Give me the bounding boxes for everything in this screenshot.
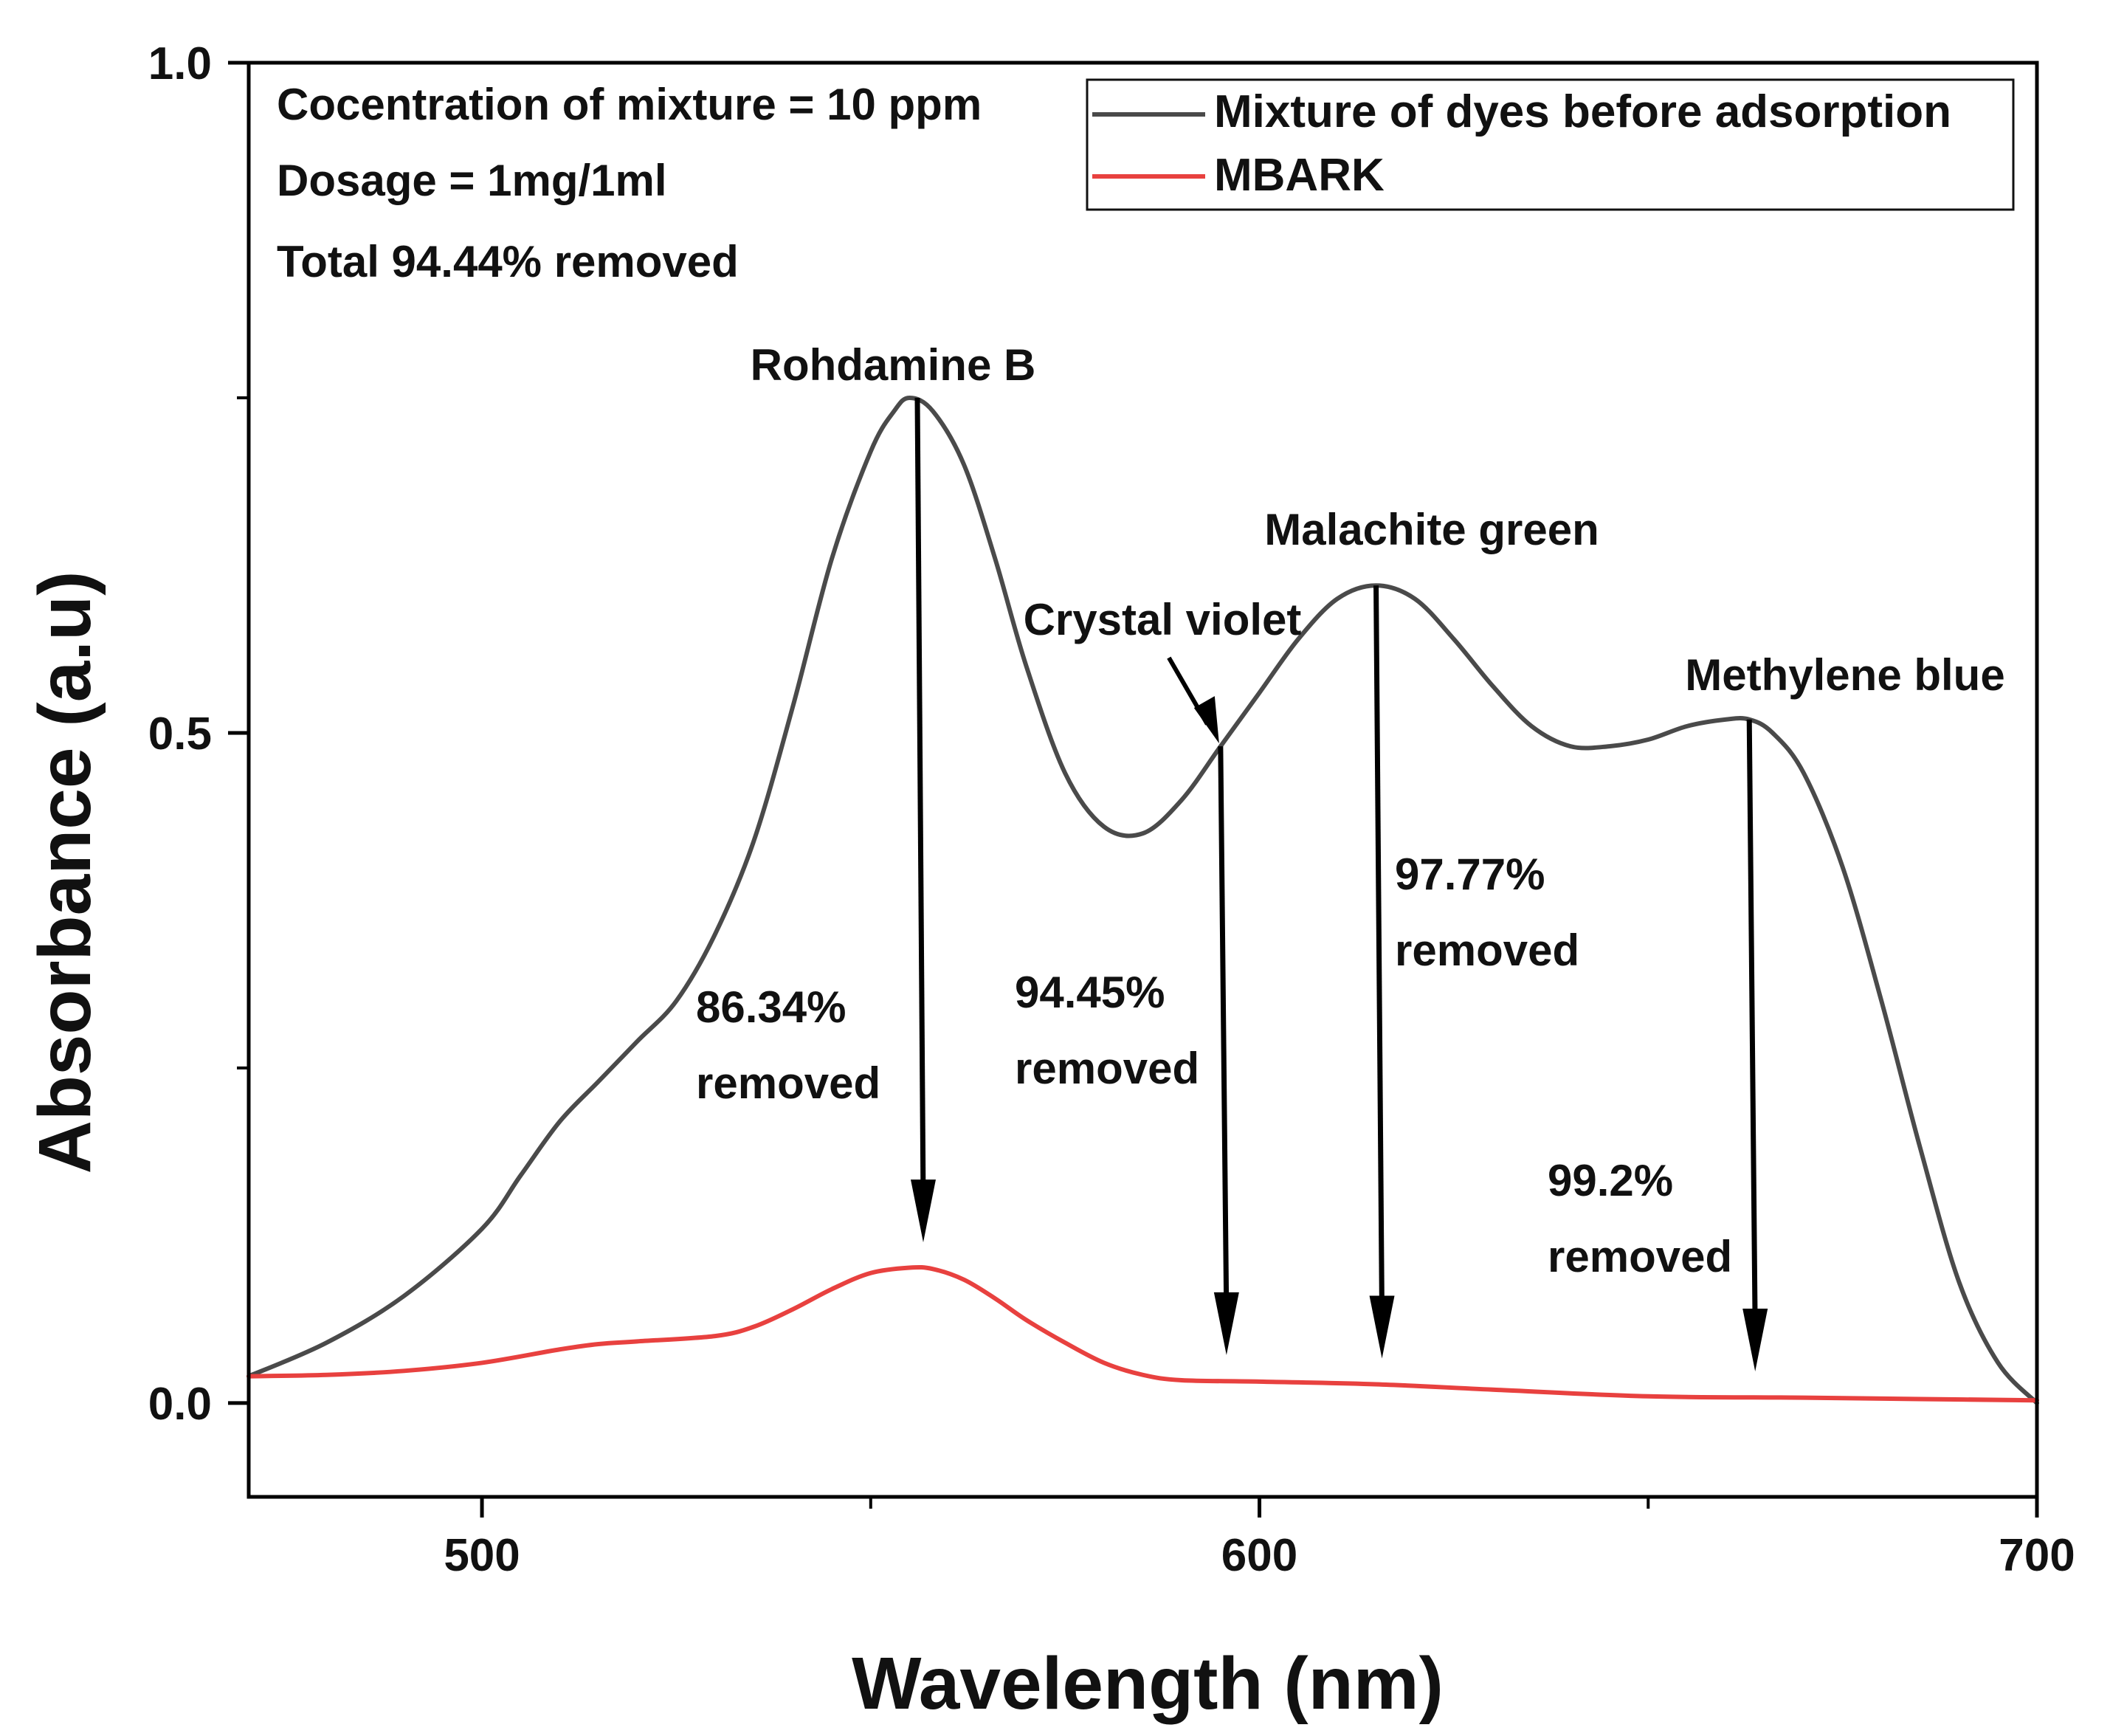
note-concentration: Cocentration of mixture = 10 ppm [277, 80, 982, 129]
series-line-mixture [246, 395, 2039, 1405]
y-tick-label: 0.0 [148, 1379, 212, 1430]
peak-label-rhodamine-b: Rohdamine B [751, 340, 1036, 390]
peak-label-crystal-violet: Crystal violet [1024, 595, 1302, 644]
x-tick-label: 500 [444, 1530, 520, 1581]
x-tick-label: 600 [1221, 1530, 1297, 1581]
removal-label-malachite-green: 97.77% removed [1395, 850, 1579, 975]
removal-label-methylene-blue: 99.2% removed [1548, 1156, 1732, 1281]
plot-lines [246, 395, 2039, 1405]
peak-label-malachite-green: Malachite green [1264, 505, 1599, 554]
arrow-shaft [914, 397, 926, 1202]
arrow-head [910, 1179, 936, 1243]
note-total-removed: Total 94.44% removed [277, 237, 739, 286]
note-dosage: Dosage = 1mg/1ml [277, 156, 667, 205]
pointer-arrow-head [1193, 696, 1219, 744]
arrow-head [1742, 1308, 1768, 1371]
arrow-shaft [1373, 585, 1385, 1318]
legend-label-mbark: MBARK [1214, 150, 1385, 201]
removal-label-rhodamine-b: 86.34% removed [696, 982, 880, 1108]
arrow-shaft [1746, 719, 1758, 1332]
arrow-shaft [1218, 746, 1230, 1315]
series-line-mbark [246, 1264, 2039, 1403]
x-axis-title: Wavelength (nm) [852, 1642, 1444, 1725]
text-line: removed [1015, 1044, 1199, 1093]
legend: Mixture of dyes before adsorption MBARK [1086, 78, 2015, 211]
text-line: 86.34% [696, 982, 847, 1032]
arrow-head [1213, 1292, 1239, 1355]
plot-frame [246, 61, 2039, 1499]
peak-label-methylene-blue: Methylene blue [1685, 650, 2004, 700]
text-line: removed [1395, 926, 1579, 975]
arrow-head [1369, 1295, 1395, 1359]
y-axis-title: Absorbance (a.u) [24, 571, 106, 1174]
removal-arrows [910, 397, 1768, 1371]
legend-box [1086, 78, 2015, 211]
text-line: removed [696, 1058, 880, 1108]
text-line: 99.2% [1548, 1156, 1673, 1205]
x-tick-label: 700 [1999, 1530, 2075, 1581]
text-line: 94.45% [1015, 968, 1165, 1017]
y-tick-label: 1.0 [148, 38, 212, 89]
text-line: 97.77% [1395, 850, 1545, 899]
removal-label-crystal-violet: 94.45% removed [1015, 968, 1199, 1093]
y-tick-label: 0.5 [148, 709, 212, 760]
legend-label-mixture: Mixture of dyes before adsorption [1214, 86, 1951, 137]
axes: 500 600 700 0.0 0.5 1.0 [148, 38, 2075, 1581]
text-line: removed [1548, 1232, 1732, 1281]
